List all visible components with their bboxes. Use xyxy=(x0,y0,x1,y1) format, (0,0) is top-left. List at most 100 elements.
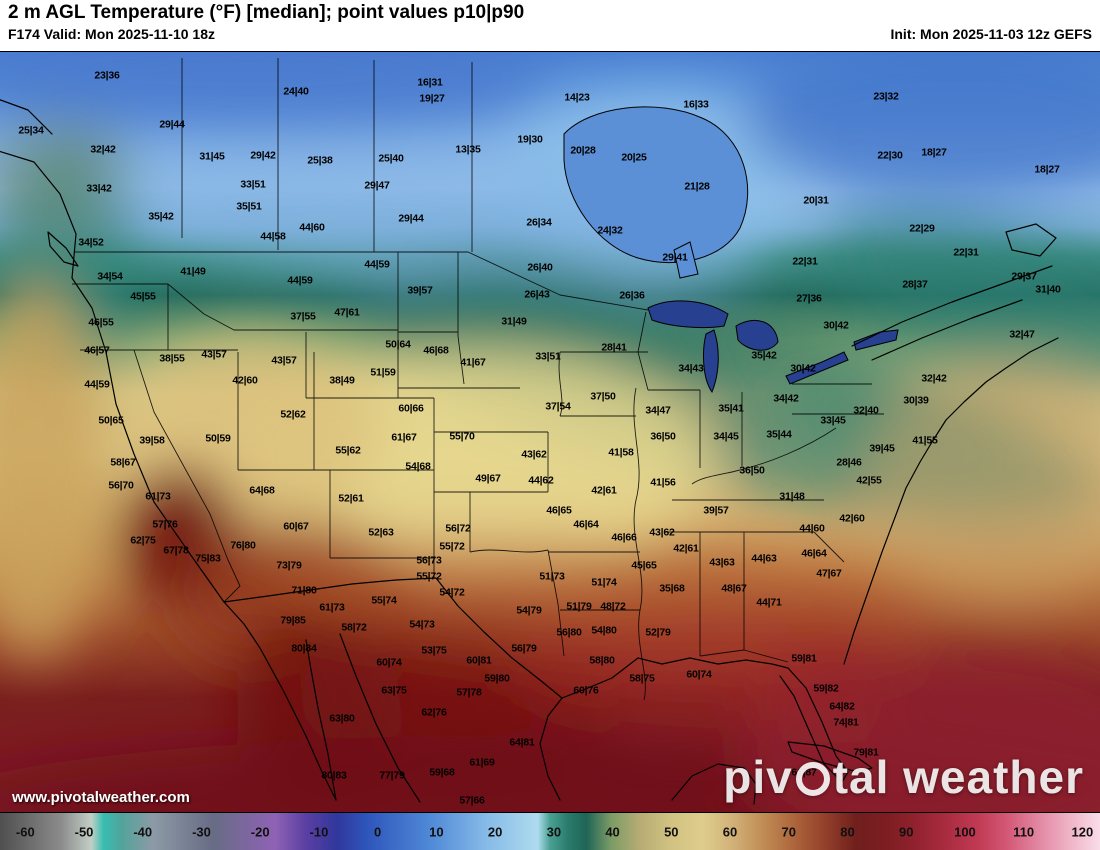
temperature-field-svg xyxy=(0,52,1100,812)
point-value-label: 42|60 xyxy=(232,374,258,387)
point-value-label: 33|51 xyxy=(240,178,266,191)
point-value-label: 19|30 xyxy=(517,133,543,146)
point-value-label: 46|68 xyxy=(423,344,449,357)
coastline-paths xyxy=(0,99,1059,805)
point-value-label: 28|41 xyxy=(601,341,627,354)
point-value-label: 36|50 xyxy=(739,464,765,477)
point-value-label: 54|68 xyxy=(405,460,431,473)
point-value-label: 44|59 xyxy=(84,378,110,391)
colorbar-tick-label: -30 xyxy=(192,824,211,839)
point-value-label: 25|34 xyxy=(18,124,44,137)
point-value-label: 47|61 xyxy=(334,306,360,319)
point-value-label: 44|63 xyxy=(751,552,777,565)
point-value-label: 73|79 xyxy=(276,559,302,572)
point-value-label: 51|74 xyxy=(591,576,617,589)
point-value-label: 55|72 xyxy=(439,540,465,553)
point-value-label: 24|32 xyxy=(597,224,623,237)
point-value-label: 27|36 xyxy=(796,292,822,305)
point-value-label: 35|51 xyxy=(236,200,262,213)
point-value-label: 44|58 xyxy=(260,230,286,243)
point-value-label: 47|67 xyxy=(816,567,842,580)
valid-time-label: F174 Valid: Mon 2025-11-10 18z xyxy=(8,26,215,42)
point-value-label: 33|45 xyxy=(820,414,846,427)
point-value-label: 18|27 xyxy=(1034,163,1060,176)
point-value-label: 80|83 xyxy=(321,769,347,782)
point-value-label: 54|79 xyxy=(516,604,542,617)
point-value-label: 22|30 xyxy=(877,149,903,162)
temperature-colorbar: -60 -50 -40 -30 -20 -10 0 10 20 30 40 50 60 70 80 90 100… xyxy=(0,812,1100,850)
point-value-label: 39|57 xyxy=(407,284,433,297)
point-value-label: 14|23 xyxy=(564,91,590,104)
colorbar-tick-label: 20 xyxy=(487,824,503,839)
point-value-label: 55|70 xyxy=(449,430,475,443)
point-value-label: 57|78 xyxy=(456,686,482,699)
header-bar: 2 m AGL Temperature (°F) [median]; point… xyxy=(0,0,1100,52)
colorbar-tick-label: -60 xyxy=(15,824,35,839)
point-value-label: 48|72 xyxy=(600,600,626,613)
point-value-label: 42|55 xyxy=(856,474,882,487)
colorbar-tick-label: 90 xyxy=(898,824,914,839)
point-value-label: 60|67 xyxy=(283,520,309,533)
point-value-label: 57|66 xyxy=(459,794,485,807)
point-value-label: 34|43 xyxy=(678,362,704,375)
point-value-label: 46|66 xyxy=(611,531,637,544)
point-value-label: 52|62 xyxy=(280,408,306,421)
point-value-label: 43|57 xyxy=(271,354,297,367)
temperature-map: 23|36 24|40 16|31 19|27 14|23 16|33 23|32 25|34… xyxy=(0,52,1100,812)
point-value-label: 25|38 xyxy=(307,154,333,167)
colorbar-tick-label: 0 xyxy=(374,824,382,839)
colorbar-tick-label: 80 xyxy=(840,824,855,839)
point-value-label: 64|82 xyxy=(829,700,855,713)
point-value-label: 16|33 xyxy=(683,98,709,111)
point-value-label: 58|75 xyxy=(629,672,655,685)
point-values-layer: 23|36 24|40 16|31 19|27 14|23 16|33 23|32 25|34… xyxy=(0,52,1100,812)
point-value-label: 41|58 xyxy=(608,446,634,459)
point-value-label: 18|27 xyxy=(921,146,947,159)
point-value-label: 55|62 xyxy=(335,444,361,457)
point-value-label: 26|43 xyxy=(524,288,550,301)
point-value-label: 52|63 xyxy=(368,526,394,539)
point-value-label: 21|28 xyxy=(684,180,710,193)
point-value-label: 31|40 xyxy=(1035,283,1061,296)
point-value-label: 63|80 xyxy=(329,712,355,725)
point-value-label: 56|70 xyxy=(108,479,134,492)
point-value-label: 51|73 xyxy=(539,570,565,583)
colorbar-tick-label: 120 xyxy=(1071,824,1094,839)
point-value-label: 34|42 xyxy=(773,392,799,405)
point-value-label: 41|67 xyxy=(460,356,486,369)
point-value-label: 26|34 xyxy=(526,216,552,229)
point-value-label: 43|57 xyxy=(201,348,227,361)
point-value-label: 29|44 xyxy=(159,118,185,131)
logo-text-prefix: piv xyxy=(723,751,793,803)
point-value-label: 45|55 xyxy=(130,290,156,303)
point-value-label: 32|40 xyxy=(853,404,879,417)
point-value-label: 38|55 xyxy=(159,352,185,365)
point-value-label: 24|40 xyxy=(283,85,309,98)
colorbar-tick-label: -50 xyxy=(74,824,94,839)
point-value-label: 56|79 xyxy=(511,642,537,655)
great-lakes-shapes xyxy=(647,300,899,394)
point-value-label: 79|85 xyxy=(280,614,306,627)
point-value-label: 44|59 xyxy=(364,258,390,271)
point-value-label: 80|84 xyxy=(291,642,317,655)
site-url-watermark: www.pivotalweather.com xyxy=(12,789,190,806)
point-value-label: 49|67 xyxy=(475,472,501,485)
logo-text-suffix: tal weather xyxy=(832,751,1084,803)
point-value-label: 41|56 xyxy=(650,476,676,489)
point-value-label: 52|79 xyxy=(645,626,671,639)
point-value-label: 64|68 xyxy=(249,484,275,497)
point-value-label: 56|72 xyxy=(445,522,471,535)
point-value-label: 20|25 xyxy=(621,151,647,164)
point-value-label: 64|81 xyxy=(509,736,535,749)
point-value-label: 31|48 xyxy=(779,490,805,503)
page-title: 2 m AGL Temperature (°F) [median]; point… xyxy=(8,2,525,23)
point-value-label: 32|47 xyxy=(1009,328,1035,341)
point-value-label: 46|64 xyxy=(573,518,599,531)
point-value-label: 59|80 xyxy=(484,672,510,685)
point-value-label: 48|67 xyxy=(721,582,747,595)
point-value-label: 50|65 xyxy=(98,414,124,427)
colorbar-tick-labels: -60 -50 -40 -30 -20 -10 0 10 20 30 40 50 60 70 80 90 100… xyxy=(0,813,1100,850)
point-value-label: 33|51 xyxy=(535,350,561,363)
point-value-label: 32|42 xyxy=(921,372,947,385)
